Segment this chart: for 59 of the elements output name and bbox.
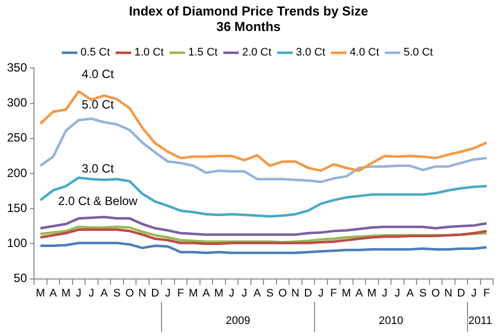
legend-label: 1.5 Ct: [188, 46, 218, 59]
y-tick-label: 200: [6, 166, 28, 180]
x-tick-label: M: [342, 287, 351, 300]
legend-label: 0.5 Ct: [80, 46, 110, 59]
x-tick-label: J: [88, 287, 94, 300]
x-tick-label: J: [382, 287, 388, 300]
x-tick-label: N: [444, 287, 452, 300]
x-tick-label: S: [419, 287, 427, 300]
x-tick-label: J: [165, 287, 171, 300]
x-tick-label: A: [100, 287, 108, 300]
annotation: 2.0 Ct & Below: [58, 194, 138, 208]
annotation: 4.0 Ct: [82, 66, 114, 81]
text: 2011: [468, 315, 492, 328]
x-tick-label: A: [49, 287, 58, 300]
x-tick-label: S: [266, 287, 274, 300]
x-tick-label: M: [367, 287, 376, 300]
x-tick-label: A: [253, 287, 262, 300]
x-tick-label: M: [188, 287, 198, 300]
x-tick-label: F: [330, 287, 338, 300]
y-tick-label: 250: [6, 130, 28, 145]
text: 2010: [378, 315, 404, 328]
x-tick-label: N: [138, 287, 146, 300]
legend-label: 5.0 Ct: [404, 46, 433, 59]
x-tick-label: A: [406, 287, 414, 300]
chart-title: Index of Diamond Price Trends by Size: [128, 3, 368, 18]
x-tick-label: A: [355, 287, 364, 300]
annotation: 3.0 Ct: [82, 162, 114, 176]
x-tick-label: N: [291, 287, 300, 300]
x-tick-label: D: [457, 287, 466, 300]
x-tick-label: J: [394, 287, 400, 300]
x-tick-label: O: [278, 287, 288, 300]
x-tick-label: J: [76, 287, 82, 300]
x-tick-label: S: [113, 287, 121, 300]
x-tick-label: J: [228, 287, 234, 300]
legend-label: 1.0 Ct: [134, 46, 164, 59]
x-tick-label: M: [214, 287, 224, 300]
x-tick-label: F: [483, 287, 490, 300]
legend-label: 4.0 Ct: [350, 46, 380, 59]
x-tick-label: A: [202, 287, 210, 300]
annotation: 5.0 Ct: [82, 97, 114, 112]
x-tick-label: O: [431, 287, 440, 300]
x-tick-label: D: [151, 287, 160, 300]
x-tick-label: O: [125, 287, 134, 300]
legend-label: 3.0 Ct: [296, 46, 326, 59]
legend-label: 2.0 Ct: [242, 46, 272, 59]
x-tick-label: F: [177, 287, 184, 300]
x-tick-label: J: [471, 287, 477, 300]
x-tick-label: M: [36, 287, 45, 300]
y-tick-label: 50: [14, 271, 28, 286]
x-tick-label: J: [318, 287, 324, 300]
y-tick-label: 350: [6, 60, 28, 75]
chart-subtitle: 36 Months: [216, 18, 281, 34]
x-tick-label: D: [304, 287, 312, 300]
x-tick-label: J: [242, 287, 248, 300]
x-tick-label: M: [61, 287, 70, 300]
y-tick-label: 150: [6, 200, 28, 215]
text: 2009: [226, 315, 250, 328]
y-tick-label: 100: [6, 236, 28, 250]
y-tick-label: 300: [6, 96, 28, 110]
